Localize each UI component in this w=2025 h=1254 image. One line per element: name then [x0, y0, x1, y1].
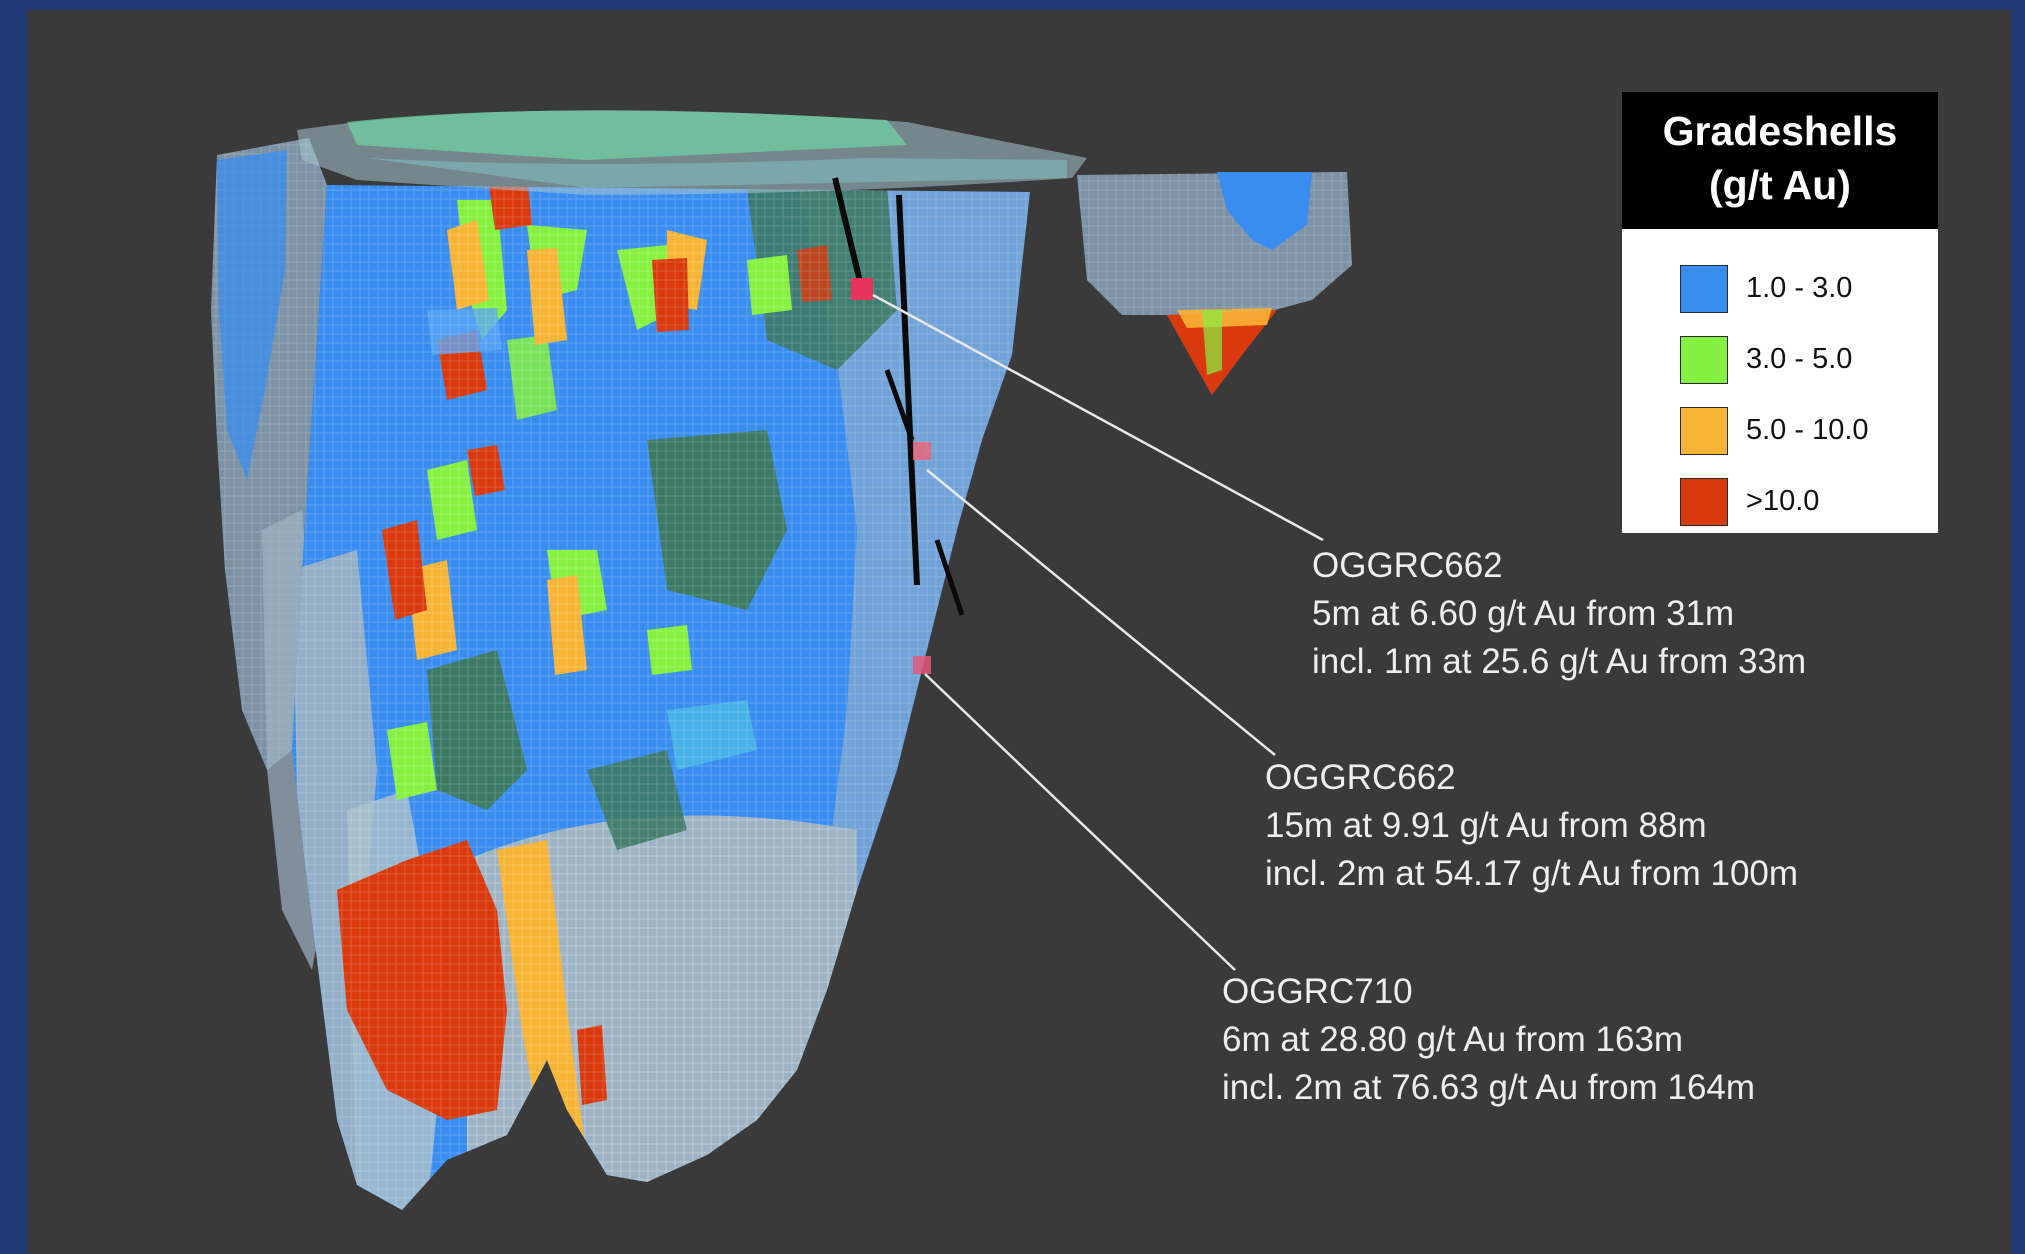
intercept-annotation: OGGRC662 15m at 9.91 g/t Au from 88m inc… — [1265, 754, 1798, 898]
legend-swatch-blue — [1680, 264, 1728, 313]
legend-label: >10.0 — [1746, 485, 1820, 517]
top-cap-shell — [297, 110, 1087, 195]
intercept-result: 6m at 28.80 g/t Au from 163m — [1222, 1020, 1684, 1059]
intercept-included: incl. 2m at 54.17 g/t Au from 100m — [1265, 854, 1799, 893]
legend-title: Gradeshells — [1662, 108, 1898, 154]
intercept-marker — [913, 656, 931, 674]
legend-swatch-green — [1680, 335, 1728, 384]
legend-label: 5.0 - 10.0 — [1746, 414, 1869, 446]
gradeshell-3d-model — [211, 110, 1352, 1210]
intercept-annotation: OGGRC710 6m at 28.80 g/t Au from 163m in… — [1222, 968, 1755, 1112]
legend-header: Gradeshells (g/t Au) — [1622, 92, 1938, 229]
intercept-annotation: OGGRC662 5m at 6.60 g/t Au from 31m incl… — [1312, 542, 1806, 686]
intercept-included: incl. 1m at 25.6 g/t Au from 33m — [1312, 642, 1807, 681]
hole-id: OGGRC662 — [1312, 546, 1503, 585]
drill-trace — [934, 539, 965, 616]
intercept-result: 5m at 6.60 g/t Au from 31m — [1312, 594, 1735, 633]
leader-line — [924, 673, 1236, 971]
leader-line — [872, 293, 1324, 542]
hole-id: OGGRC710 — [1222, 972, 1413, 1011]
legend-item: 3.0 - 5.0 — [1622, 324, 1938, 395]
intercept-result: 15m at 9.91 g/t Au from 88m — [1265, 806, 1707, 845]
hole-id: OGGRC662 — [1265, 758, 1456, 797]
drill-trace — [884, 369, 915, 441]
leader-lines — [872, 293, 1324, 971]
drill-holes — [832, 177, 965, 674]
legend-item: 1.0 - 3.0 — [1622, 253, 1938, 324]
legend-item: >10.0 — [1622, 466, 1938, 537]
legend-items: 1.0 - 3.0 3.0 - 5.0 5.0 - 10.0 >10.0 — [1622, 229, 1938, 537]
main-gradeshell — [292, 185, 1030, 1210]
legend-item: 5.0 - 10.0 — [1622, 395, 1938, 466]
intercept-marker — [851, 278, 873, 300]
satellite-gradeshell — [1077, 172, 1352, 395]
legend-unit: (g/t Au) — [1709, 162, 1851, 208]
intercept-marker — [913, 442, 931, 460]
legend-label: 1.0 - 3.0 — [1746, 272, 1853, 304]
model-view: Gradeshells (g/t Au) 1.0 - 3.0 3.0 - 5.0… — [27, 10, 2011, 1254]
back-shell-left — [211, 138, 327, 970]
legend-swatch-red — [1680, 477, 1728, 526]
drill-trace — [896, 194, 920, 586]
legend-label: 3.0 - 5.0 — [1746, 343, 1853, 375]
gradeshell-legend: Gradeshells (g/t Au) 1.0 - 3.0 3.0 - 5.0… — [1622, 92, 1938, 533]
legend-swatch-orange — [1680, 406, 1728, 455]
intercept-included: incl. 2m at 76.63 g/t Au from 164m — [1222, 1068, 1756, 1107]
drill-trace — [832, 177, 865, 291]
leader-line — [926, 469, 1276, 756]
